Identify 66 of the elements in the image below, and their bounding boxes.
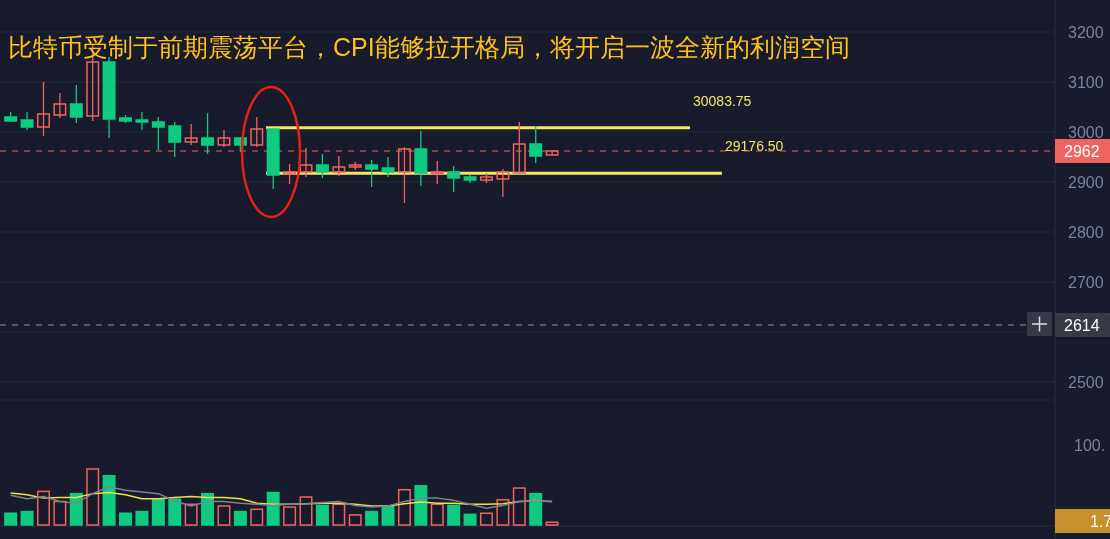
candlestick [414, 130, 428, 187]
bar [463, 513, 477, 526]
y-tick-label: 2900 [1068, 173, 1104, 191]
y-tick-label: 2800 [1068, 223, 1104, 241]
bar [20, 510, 34, 526]
candlestick [365, 159, 379, 188]
candlestick [151, 116, 165, 151]
bar [381, 505, 395, 526]
candlestick [250, 116, 264, 148]
y-tick-label: 3200 [1068, 23, 1104, 41]
candlestick [201, 112, 215, 155]
bar [201, 492, 215, 526]
candlestick [53, 92, 67, 119]
bar [217, 505, 231, 526]
bar [266, 491, 280, 526]
y-tick-label: 2500 [1068, 373, 1104, 391]
bar [332, 503, 346, 526]
candlestick [315, 153, 329, 179]
candlestick [217, 129, 231, 148]
text: 比特币受制于前期震荡平台，CPI能够拉开格局，将开启一波全新的利润空间 [8, 33, 850, 61]
bar [512, 487, 526, 526]
y-tick-label: 3100 [1068, 73, 1104, 91]
candlestick [36, 81, 50, 137]
text: 100. [1074, 436, 1106, 454]
candlestick [184, 123, 198, 146]
ref-line-label: 2614 [1064, 316, 1100, 334]
candlestick [135, 111, 149, 131]
candlestick [447, 165, 461, 193]
candlestick [283, 163, 297, 185]
bar [545, 521, 559, 526]
candlestick [69, 84, 83, 124]
y-tick-label: 2700 [1068, 273, 1104, 291]
bar [529, 492, 543, 526]
bar [365, 510, 379, 526]
bar [447, 504, 461, 526]
candlestick [332, 155, 346, 177]
bar [184, 503, 198, 526]
bar [53, 500, 67, 526]
bar [102, 474, 116, 526]
bar [348, 514, 362, 526]
bar [299, 496, 313, 526]
candlestick [168, 121, 182, 158]
bar [135, 510, 149, 526]
bar [414, 485, 428, 526]
bar [496, 499, 510, 526]
annotation: 29176.50 [725, 138, 784, 155]
bar [151, 498, 165, 526]
bar [315, 504, 329, 526]
candlestick [496, 168, 510, 198]
bar [397, 488, 411, 526]
ref-line-label: 2962 [1064, 142, 1100, 160]
bar [119, 512, 133, 526]
y-tick-label: 3000 [1068, 123, 1104, 141]
bar [479, 512, 493, 526]
candlestick [529, 125, 543, 164]
bar [86, 468, 100, 526]
bar [233, 510, 247, 526]
bar [36, 490, 50, 526]
bar [250, 508, 264, 526]
bar [168, 498, 182, 526]
bar [283, 506, 297, 526]
candlestick [381, 156, 395, 178]
bar [430, 503, 444, 526]
candlestick [430, 160, 444, 185]
bar [4, 512, 18, 526]
annotation: 30083.75 [693, 92, 752, 109]
